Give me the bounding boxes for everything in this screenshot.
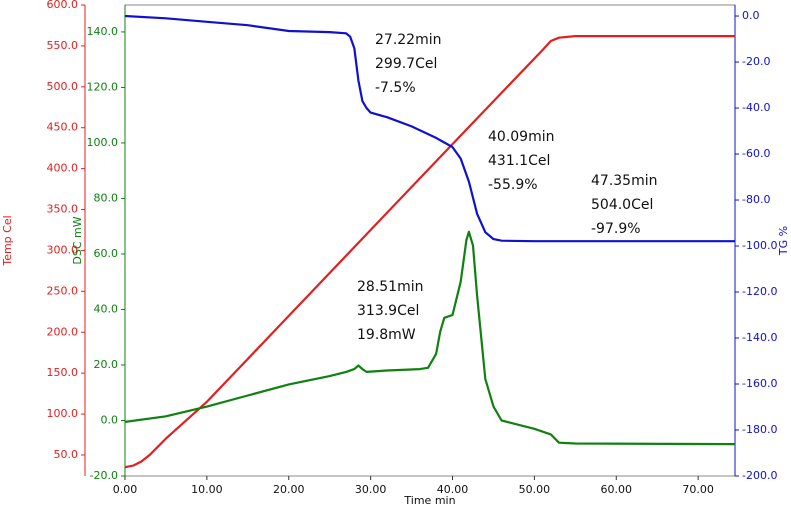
y-tick-label: 500.0	[47, 80, 79, 93]
annotation: 19.8mW	[357, 327, 416, 343]
x-tick-label: 50.00	[519, 483, 551, 496]
y-tick-label: 50.0	[54, 448, 79, 461]
y-tick-label: -180.0	[742, 423, 777, 436]
series-line	[124, 35, 735, 469]
y-axis-label: Temp Cel	[1, 215, 14, 266]
annotation: 27.22min	[375, 32, 441, 48]
x-tick-label: 60.00	[601, 483, 633, 496]
x-tick-label: 70.00	[682, 483, 714, 496]
x-axis-label: Time min	[403, 494, 455, 506]
annotation: 40.09min	[488, 129, 554, 145]
x-tick-label: 20.00	[273, 483, 305, 496]
y-tick-label: -20.0	[742, 55, 770, 68]
y-tick-label: -100.0	[742, 239, 777, 252]
y-tick-label: 0.0	[742, 9, 760, 22]
annotation: 299.7Cel	[375, 56, 437, 72]
y-tick-label: -80.0	[742, 193, 770, 206]
y-tick-label: 100.0	[47, 407, 79, 420]
x-tick-label: 40.00	[437, 483, 469, 496]
y-tick-label: 450.0	[47, 121, 79, 134]
y-tick-label: 200.0	[47, 325, 79, 338]
y-tick-label: 300.0	[47, 243, 79, 256]
y-tick-label: -140.0	[742, 331, 777, 344]
y-tick-label: 0.0	[101, 413, 119, 426]
annotation: -7.5%	[375, 80, 416, 96]
y-tick-label: 400.0	[47, 162, 79, 175]
annotation: 431.1Cel	[488, 153, 550, 169]
y-tick-label: 600.0	[47, 0, 79, 11]
y-axis-label: DSC mW	[71, 216, 84, 264]
y-tick-label: 40.0	[94, 302, 119, 315]
y-tick-label: -60.0	[742, 147, 770, 160]
y-tick-label: 20.0	[94, 358, 119, 371]
y-axis-label: TG %	[777, 226, 790, 256]
y-tick-label: 350.0	[47, 203, 79, 216]
annotation: -55.9%	[488, 177, 538, 193]
y-tick-label: 140.0	[87, 25, 119, 38]
annotation: 313.9Cel	[357, 303, 419, 319]
y-tick-label: -20.0	[90, 469, 118, 482]
y-tick-label: 250.0	[47, 284, 79, 297]
y-tick-label: -200.0	[742, 469, 777, 482]
annotation: -97.9%	[591, 221, 641, 237]
y-tick-label: 60.0	[94, 247, 119, 260]
y-tick-label: -120.0	[742, 285, 777, 298]
series-line	[124, 14, 735, 243]
y-tick-label: -160.0	[742, 377, 777, 390]
series-line	[124, 230, 736, 446]
annotation: 28.51min	[357, 279, 423, 295]
y-tick-label: 550.0	[47, 39, 79, 52]
annotation: 47.35min	[591, 173, 657, 189]
y-tick-label: 80.0	[94, 191, 119, 204]
x-tick-label: 30.00	[355, 483, 387, 496]
y-tick-label: 100.0	[87, 136, 119, 149]
x-tick-label: 0.00	[113, 483, 138, 496]
y-tick-label: 150.0	[47, 366, 79, 379]
y-tick-label: 120.0	[87, 80, 119, 93]
y-tick-label: -40.0	[742, 101, 770, 114]
annotation: 504.0Cel	[591, 197, 653, 213]
x-tick-label: 10.00	[191, 483, 223, 496]
